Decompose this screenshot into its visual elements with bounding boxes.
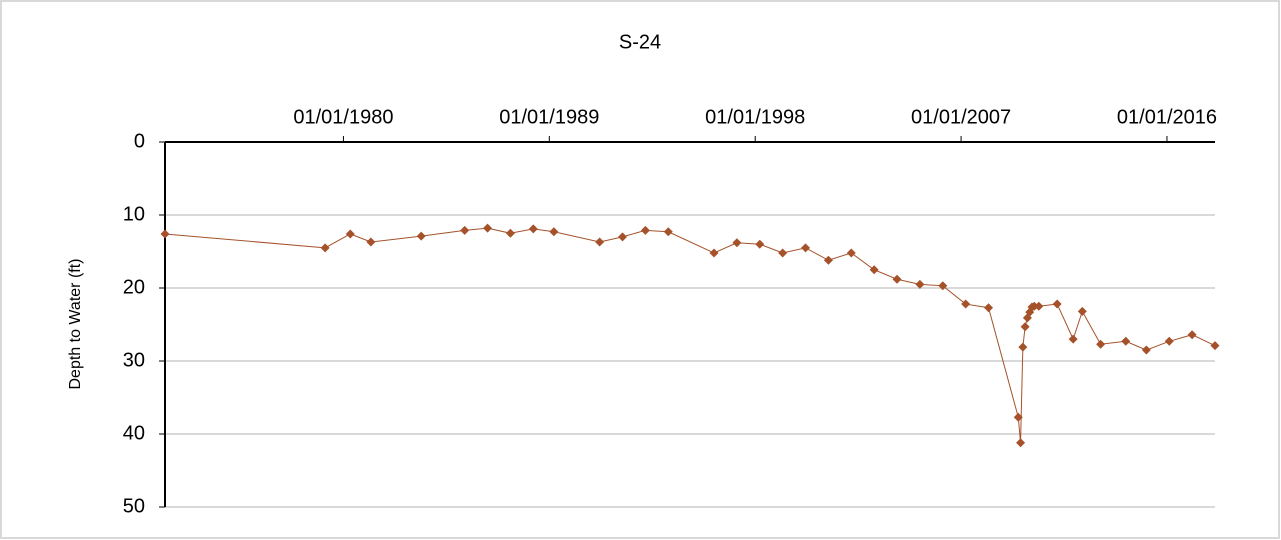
data-point bbox=[709, 248, 719, 258]
data-point bbox=[801, 243, 811, 253]
data-point bbox=[549, 227, 559, 237]
data-point bbox=[755, 239, 765, 249]
data-point bbox=[1068, 334, 1078, 344]
x-tick-label: 01/01/2016 bbox=[1117, 106, 1217, 128]
data-point bbox=[1018, 342, 1028, 352]
data-point bbox=[961, 299, 971, 309]
data-point bbox=[915, 279, 925, 289]
data-point bbox=[366, 237, 376, 247]
y-axis-label: Depth to Water (ft) bbox=[67, 259, 84, 390]
chart-title: S-24 bbox=[619, 31, 661, 53]
data-point bbox=[1187, 330, 1197, 340]
data-point bbox=[663, 227, 673, 237]
x-tick-label: 01/01/1980 bbox=[293, 106, 393, 128]
y-tick-label: 0 bbox=[134, 130, 145, 152]
data-point bbox=[778, 248, 788, 258]
data-point bbox=[1016, 438, 1026, 448]
y-tick-label: 50 bbox=[123, 495, 145, 517]
data-point bbox=[1034, 301, 1044, 311]
data-point bbox=[1096, 339, 1106, 349]
data-point bbox=[823, 255, 833, 265]
data-point bbox=[160, 229, 170, 239]
y-tick-label: 30 bbox=[123, 349, 145, 371]
data-point bbox=[1029, 301, 1039, 311]
data-point bbox=[1121, 336, 1131, 346]
data-point bbox=[1141, 345, 1151, 355]
x-tick-label: 01/01/1989 bbox=[499, 106, 599, 128]
data-point bbox=[1077, 306, 1087, 316]
data-point bbox=[460, 225, 470, 235]
data-point bbox=[416, 231, 426, 241]
data-point bbox=[528, 224, 538, 234]
y-tick-label: 10 bbox=[123, 203, 145, 225]
data-point bbox=[1210, 341, 1220, 351]
data-point bbox=[320, 243, 330, 253]
data-point bbox=[1164, 336, 1174, 346]
data-point bbox=[984, 303, 994, 313]
data-point bbox=[595, 237, 605, 247]
data-point bbox=[618, 232, 628, 242]
data-point bbox=[640, 225, 650, 235]
data-point bbox=[345, 229, 355, 239]
y-tick-label: 40 bbox=[123, 422, 145, 444]
data-point bbox=[846, 248, 856, 258]
data-point bbox=[505, 228, 515, 238]
data-point bbox=[483, 223, 493, 233]
data-point bbox=[1052, 299, 1062, 309]
data-point bbox=[938, 281, 948, 291]
y-tick-label: 20 bbox=[123, 276, 145, 298]
data-point bbox=[732, 238, 742, 248]
x-tick-label: 01/01/1998 bbox=[705, 106, 805, 128]
data-point bbox=[869, 265, 879, 275]
data-point bbox=[892, 274, 902, 284]
data-point bbox=[1020, 322, 1030, 332]
x-tick-label: 01/01/2007 bbox=[911, 106, 1011, 128]
data-point bbox=[1013, 412, 1023, 422]
